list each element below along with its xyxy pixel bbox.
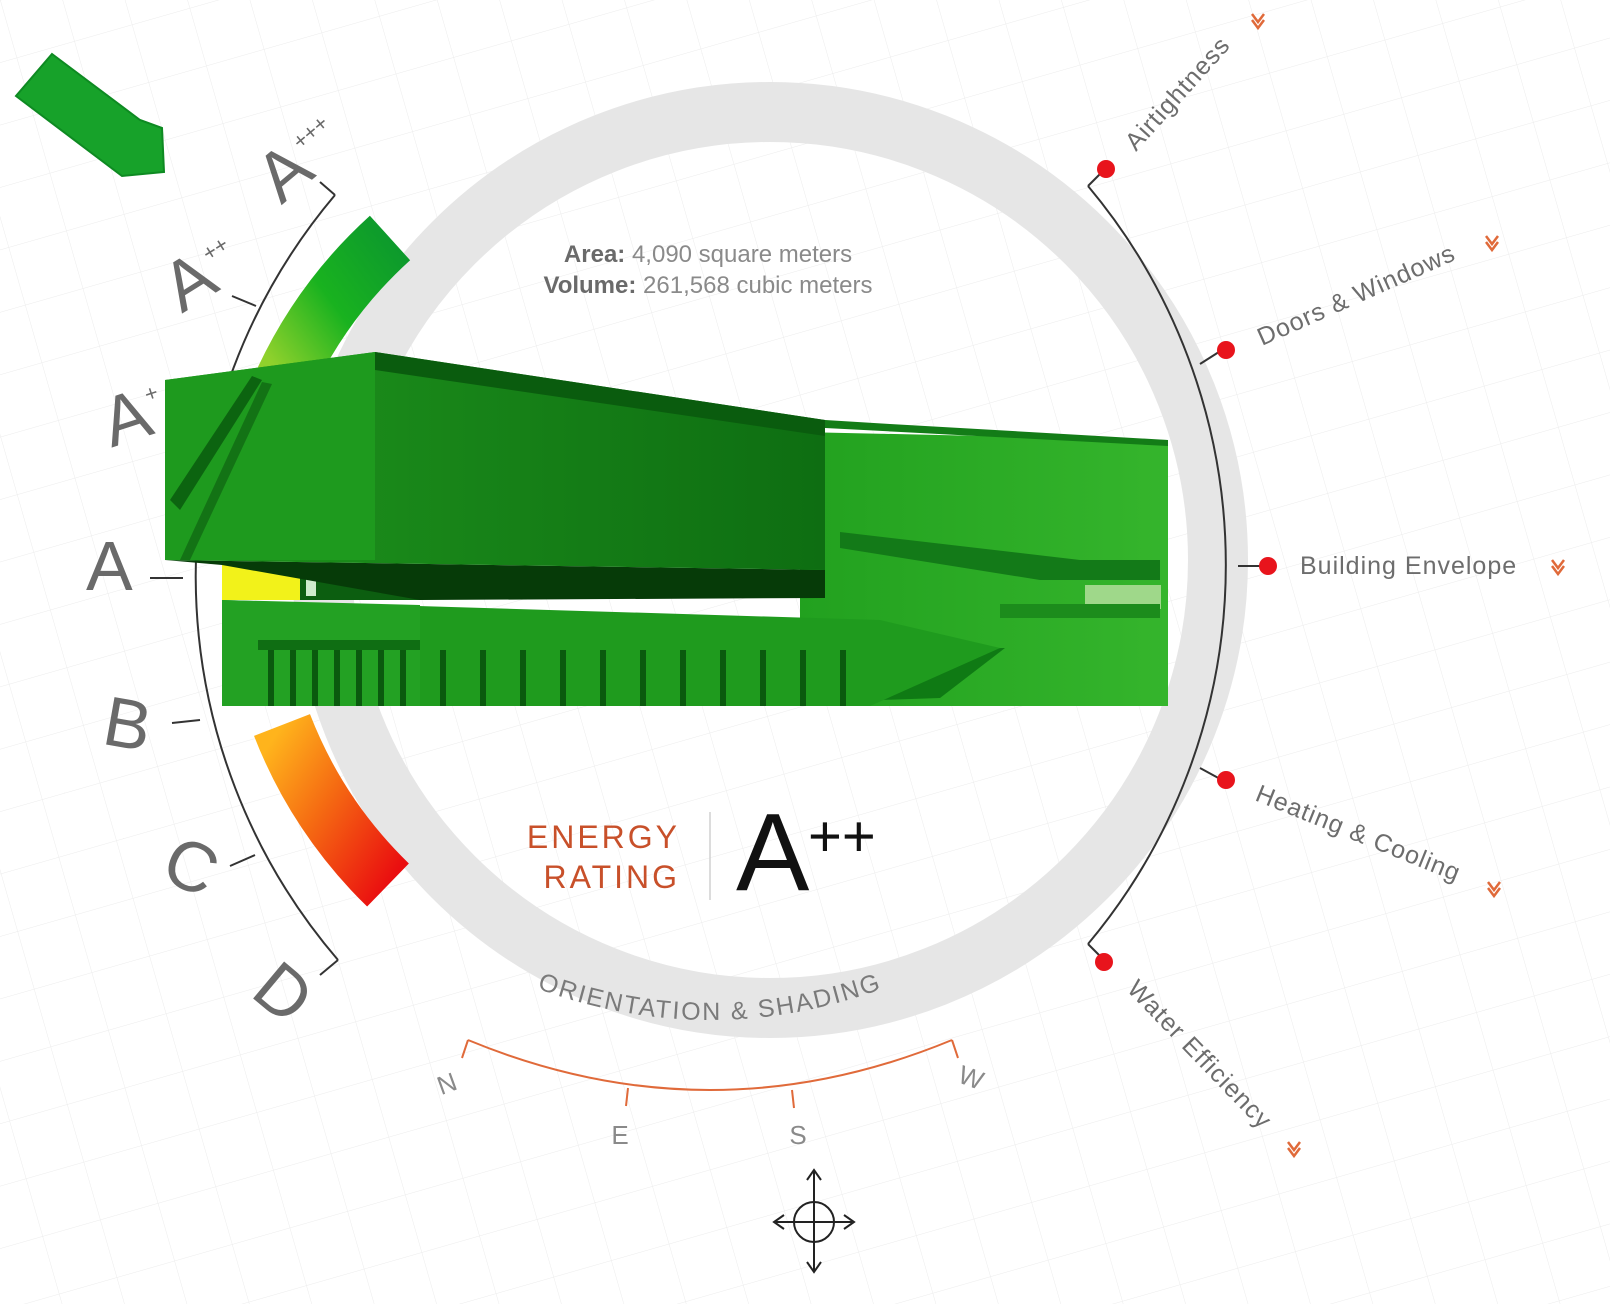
category-label: Building Envelope — [1300, 552, 1517, 580]
category-marker — [1095, 953, 1113, 971]
category-marker — [1217, 341, 1235, 359]
rating-label-line1: ENERGY — [527, 819, 680, 855]
compass-e: E — [611, 1120, 628, 1150]
grade-a[interactable]: A — [86, 527, 133, 605]
chevron-down-icon — [1287, 1141, 1301, 1159]
category-marker — [1259, 557, 1277, 575]
compass-arc — [467, 1039, 953, 1091]
category-marker — [1097, 160, 1115, 178]
chevron-down-icon — [1485, 235, 1499, 253]
grade-letter: A — [86, 527, 133, 605]
grade-tick — [171, 719, 201, 724]
category-arc — [1087, 185, 1227, 945]
compass: N E S W — [433, 1039, 988, 1150]
chevron-down-icon — [1551, 559, 1565, 577]
volume-line: Volume: 261,568 cubic meters — [543, 272, 872, 299]
grade-scale-arc — [194, 194, 339, 961]
compass-s: S — [789, 1120, 806, 1150]
building-info: Area: 4,090 square meters Volume: 261,56… — [543, 241, 872, 299]
crosshair-move-icon[interactable] — [772, 1168, 856, 1274]
energy-rating: ENERGY RATING A ++ — [527, 791, 876, 914]
rating-grade-suffix: ++ — [808, 804, 876, 869]
grade-tick — [319, 181, 336, 196]
grade-tick — [231, 295, 257, 307]
chevron-down-icon — [1251, 13, 1265, 31]
rating-segment-red — [254, 713, 410, 907]
pointer-arrow-icon — [14, 52, 166, 178]
grade-tick — [229, 854, 256, 867]
category-building-envelope[interactable]: Building Envelope — [1238, 552, 1565, 580]
rating-grade: A — [736, 791, 810, 914]
rating-label-line2: RATING — [543, 859, 680, 895]
category-marker — [1217, 771, 1235, 789]
chevron-down-icon — [1487, 881, 1501, 899]
building-model[interactable] — [165, 352, 1168, 706]
area-line: Area: 4,090 square meters — [564, 241, 852, 268]
grade-tick — [319, 959, 339, 976]
